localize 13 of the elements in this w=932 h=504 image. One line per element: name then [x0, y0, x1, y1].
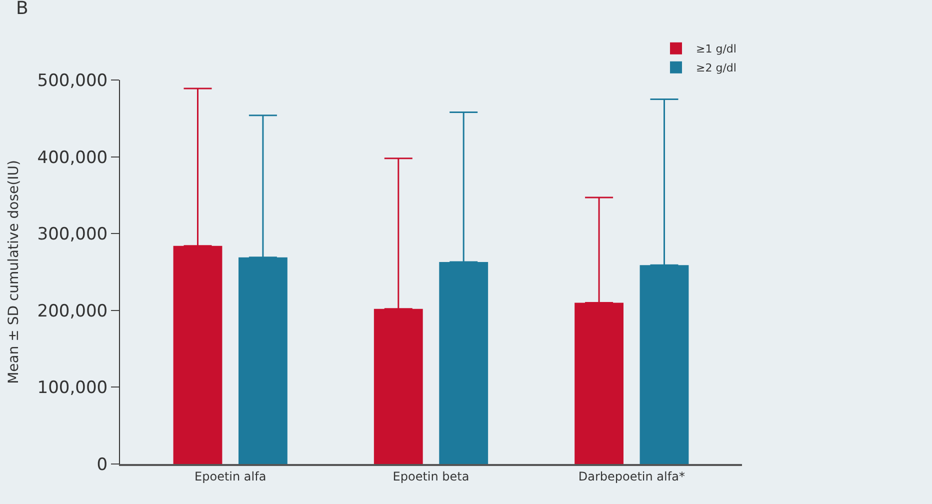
- y-tick-label: 500,000: [37, 70, 108, 91]
- x-tick-label: Epoetin beta: [392, 469, 470, 484]
- x-tick-label: Epoetin alfa: [194, 469, 266, 484]
- y-tick-label: 300,000: [37, 224, 108, 245]
- text: B: [16, 0, 28, 19]
- legend-label: ≥2 g/dl: [696, 62, 736, 75]
- y-tick-label: 200,000: [37, 301, 108, 322]
- y-tick-label: 400,000: [37, 148, 108, 168]
- y-axis-title: Mean ± SD cumulative dose(IU): [6, 160, 22, 384]
- y-tick-label: 100,000: [37, 378, 108, 398]
- y-tick-label: 0: [96, 454, 108, 475]
- legend-label: ≥1 g/dl: [696, 42, 736, 56]
- x-tick-label: Darbepoetin alfa*: [578, 469, 685, 484]
